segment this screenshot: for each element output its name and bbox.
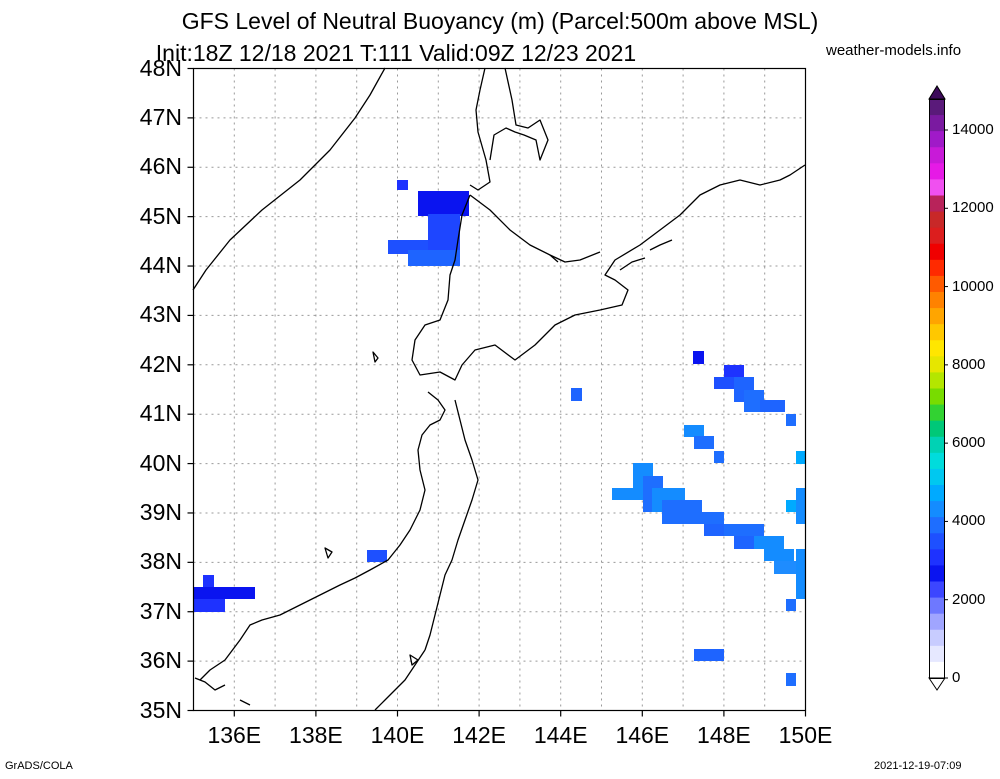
- colorbar-swatch: [930, 211, 944, 229]
- colorbar-swatch: [930, 292, 944, 309]
- lon-label: 140E: [370, 722, 425, 748]
- lat-label: 38N: [139, 548, 182, 575]
- colorbar-swatch: [930, 468, 944, 486]
- colorbar-swatch: [930, 404, 944, 422]
- colorbar-swatch: [930, 99, 944, 116]
- colorbar-swatch: [930, 388, 944, 406]
- colorbar-swatch: [930, 452, 944, 470]
- colorbar-label: 6000: [952, 434, 986, 452]
- lat-label: 36N: [139, 647, 182, 674]
- lon-label: 136E: [207, 722, 262, 748]
- lon-label: 142E: [452, 722, 506, 748]
- lat-label: 46N: [139, 153, 182, 180]
- lat-label: 35N: [139, 696, 182, 723]
- buoyancy-cells: [193, 180, 806, 686]
- credit-text: weather-models.info: [826, 42, 962, 59]
- lat-label: 42N: [139, 350, 182, 377]
- colorbar-label: 12000: [952, 199, 994, 217]
- colorbar-label: 14000: [952, 121, 994, 138]
- lat-label: 45N: [139, 202, 182, 229]
- colorbar-swatch: [930, 533, 944, 550]
- colorbar-label: 10000: [952, 277, 994, 295]
- colorbar-swatch: [930, 517, 944, 534]
- lon-label: 146E: [615, 722, 670, 748]
- colorbar-label: 2000: [952, 590, 986, 608]
- map-title: GFS Level of Neutral Buoyancy (m) (Parce…: [181, 8, 819, 34]
- lon-label: 148E: [697, 722, 751, 748]
- colorbar-swatch: [930, 259, 944, 277]
- colorbar-swatch: [930, 131, 944, 148]
- colorbar-swatch: [930, 340, 944, 357]
- colorbar-swatch: [930, 356, 944, 373]
- graticule: [193, 68, 806, 711]
- lat-label: 43N: [139, 301, 182, 328]
- footer-right: 2021-12-19-07:09: [874, 760, 962, 772]
- colorbar-swatch: [930, 645, 944, 663]
- colorbar-swatch: [930, 565, 944, 582]
- colorbar-swatch: [930, 549, 944, 566]
- lat-label: 40N: [139, 449, 182, 476]
- colorbar-swatch: [930, 179, 944, 196]
- colorbar-swatch: [930, 597, 944, 615]
- lon-label: 150E: [778, 722, 833, 748]
- colorbar-swatch: [930, 308, 944, 325]
- colorbar-swatch: [930, 163, 944, 180]
- colorbar-swatch: [930, 613, 944, 631]
- colorbar-label: 0: [952, 669, 961, 686]
- colorbar-swatch: [930, 501, 944, 518]
- colorbar-swatch: [930, 227, 944, 245]
- map-frame: [192, 67, 807, 712]
- footer-left: GrADS/COLA: [5, 760, 73, 772]
- colorbar-swatch: [930, 372, 944, 389]
- lon-label: 144E: [533, 722, 588, 748]
- lat-label: 48N: [139, 54, 182, 81]
- colorbar: [928, 85, 948, 691]
- lon-label: 138E: [289, 722, 343, 748]
- colorbar-swatch: [930, 243, 944, 261]
- colorbar-label: 8000: [952, 355, 986, 373]
- colorbar-swatch: [930, 581, 944, 599]
- lat-label: 41N: [139, 400, 182, 427]
- colorbar-swatch: [930, 661, 944, 679]
- map-subtitle: Init:18Z 12/18 2021 T:111 Valid:09Z 12/2…: [155, 40, 637, 66]
- colorbar-label: 4000: [952, 512, 986, 530]
- lat-label: 39N: [139, 498, 182, 525]
- colorbar-swatch: [930, 324, 944, 341]
- colorbar-swatch: [930, 436, 944, 454]
- colorbar-swatch: [930, 195, 944, 213]
- coastlines: [192, 67, 806, 711]
- lat-label: 44N: [139, 252, 182, 279]
- colorbar-swatch: [930, 115, 944, 132]
- lat-label: 37N: [139, 597, 182, 624]
- colorbar-swatch: [930, 420, 944, 438]
- lat-label: 47N: [139, 103, 182, 130]
- colorbar-swatch: [930, 147, 944, 164]
- colorbar-swatch: [930, 485, 944, 502]
- colorbar-swatch: [930, 275, 944, 293]
- colorbar-swatch: [930, 629, 944, 647]
